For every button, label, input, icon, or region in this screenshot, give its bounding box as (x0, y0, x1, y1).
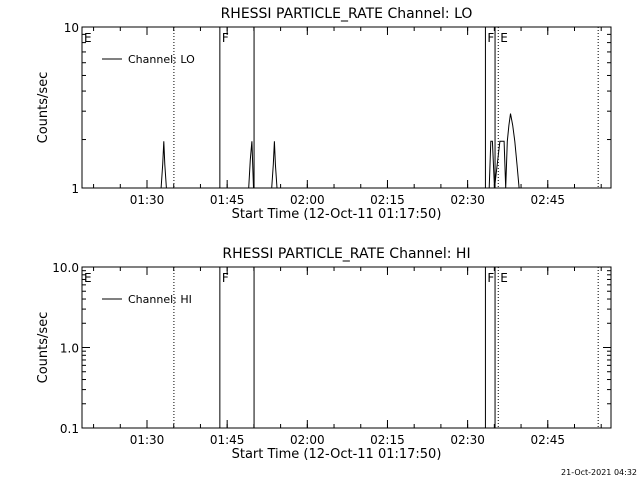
event-label: E (500, 271, 508, 285)
event-label: F (487, 31, 494, 45)
y-tick-label: 10 (64, 21, 79, 35)
event-label: E (84, 31, 92, 45)
x-tick-label: 02:00 (290, 193, 325, 207)
event-label: E (84, 271, 92, 285)
x-tick-label: 01:45 (210, 193, 245, 207)
event-label: F (222, 31, 229, 45)
x-tick-label: 02:15 (370, 193, 405, 207)
event-label: F (487, 271, 494, 285)
x-tick-label: 02:15 (370, 433, 405, 447)
y-tick-label: 10.0 (52, 261, 79, 275)
x-tick-label: 02:30 (450, 433, 485, 447)
series-line (82, 113, 526, 189)
y-axis-label: Counts/sec (36, 312, 51, 384)
legend-entry: Channel: HI (128, 293, 192, 306)
x-tick-label: 01:30 (130, 433, 165, 447)
event-label: F (222, 271, 229, 285)
x-axis-label: Start Time (12-Oct-11 01:17:50) (232, 207, 442, 222)
footer-timestamp: 21-Oct-2021 04:32 (561, 468, 637, 477)
x-tick-label: 02:00 (290, 433, 325, 447)
x-axis-label: Start Time (12-Oct-11 01:17:50) (232, 447, 442, 462)
x-tick-label: 02:30 (450, 193, 485, 207)
y-tick-label: 0.1 (60, 422, 79, 436)
y-axis-label: Counts/sec (36, 72, 51, 144)
x-tick-label: 01:45 (210, 433, 245, 447)
x-tick-label: 02:45 (530, 433, 565, 447)
chart-panel-2: RHESSI PARTICLE_RATE Channel: HIE F F E01:3… (36, 246, 612, 462)
chart-title: RHESSI PARTICLE_RATE Channel: HI (222, 246, 470, 262)
y-tick-label: 1.0 (60, 342, 79, 356)
x-tick-label: 01:30 (130, 193, 165, 207)
event-label: E (500, 31, 508, 45)
legend-entry: Channel: LO (128, 53, 195, 66)
x-tick-label: 02:45 (530, 193, 565, 207)
chart-panel-1: RHESSI PARTICLE_RATE Channel: LOE F F E01:3… (36, 6, 612, 222)
chart-title: RHESSI PARTICLE_RATE Channel: LO (221, 6, 473, 22)
y-tick-label: 1 (71, 182, 79, 196)
